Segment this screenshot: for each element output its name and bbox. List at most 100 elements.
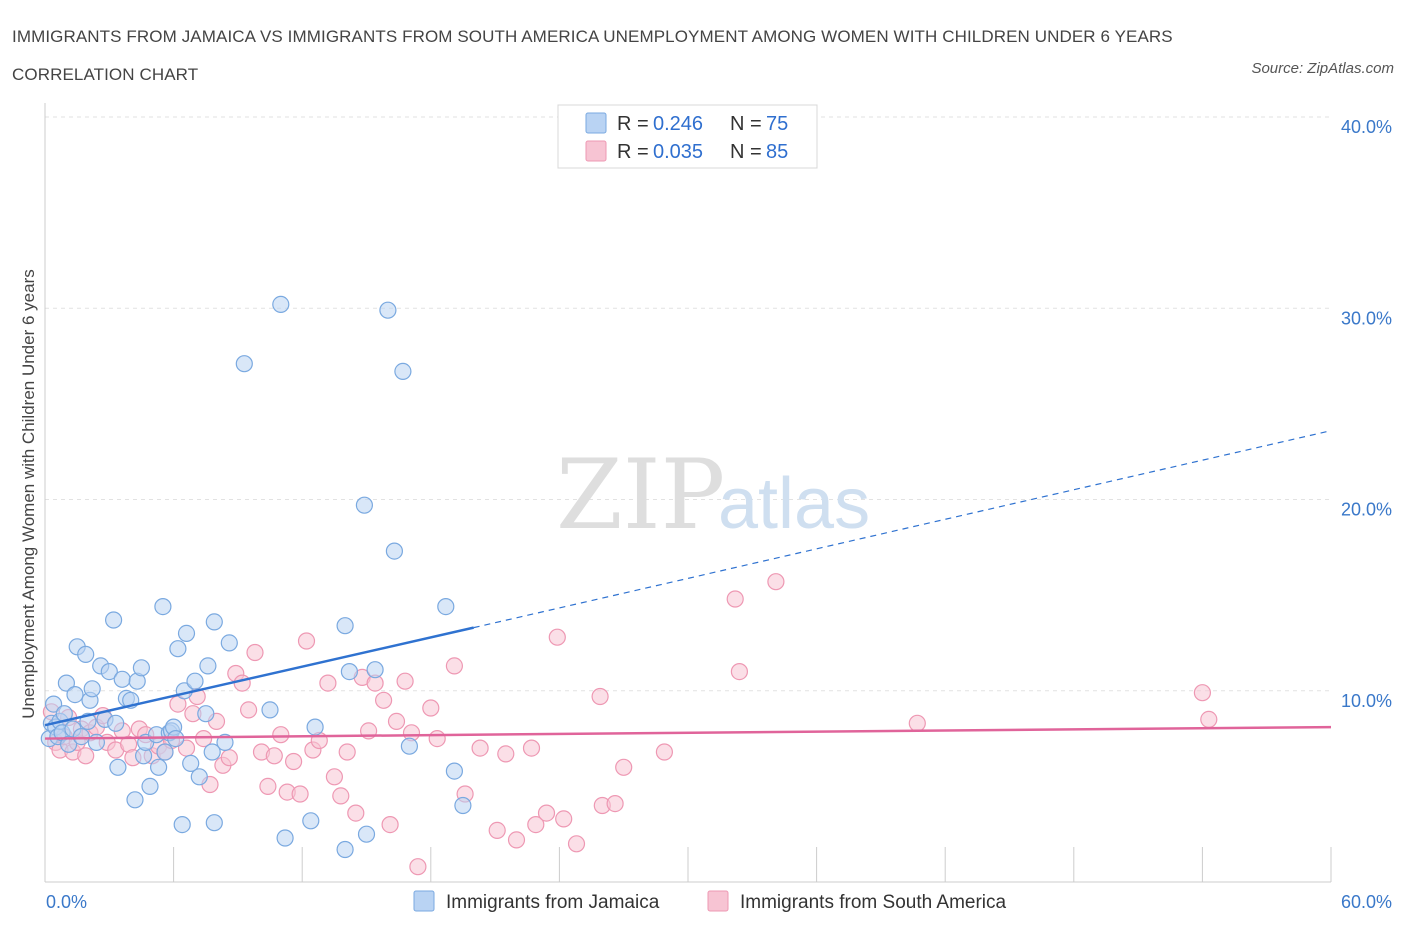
south-america-point xyxy=(471,739,489,757)
jamaica-point xyxy=(150,758,168,776)
jamaica-point xyxy=(216,733,234,752)
south-america-point xyxy=(537,804,556,822)
south-america-point xyxy=(409,858,427,876)
legend-n-label: N = xyxy=(730,113,762,135)
south-america-point xyxy=(422,699,440,717)
legend-n-value: 75 xyxy=(766,113,788,135)
jamaica-point xyxy=(190,768,208,786)
jamaica-point xyxy=(173,815,191,834)
bottom-legend: Immigrants from Jamaica Immigrants from … xyxy=(413,890,1007,913)
y-tick-label: 20.0% xyxy=(1341,500,1392,520)
axes xyxy=(44,103,1332,883)
south-america-point xyxy=(325,768,343,786)
jamaica-point xyxy=(379,301,397,319)
jamaica-point xyxy=(445,762,463,780)
jamaica-point xyxy=(156,743,174,761)
y-tick-label: 10.0% xyxy=(1341,691,1392,711)
y-tick-labels: 10.0% 20.0% 30.0% 40.0% xyxy=(1341,117,1392,711)
jamaica-point xyxy=(154,597,172,616)
jamaica-point xyxy=(141,777,159,796)
x-tick-labels: 0.0% 60.0% xyxy=(46,892,1392,912)
jamaica-point xyxy=(355,496,373,514)
chart-title: IMMIGRANTS FROM JAMAICA VS IMMIGRANTS FR… xyxy=(12,27,1173,84)
jamaica-point xyxy=(72,727,91,746)
watermark-zip: ZIP xyxy=(556,439,725,551)
jamaica-point xyxy=(235,355,253,373)
jamaica-point xyxy=(87,733,106,752)
south-america-point xyxy=(908,714,926,732)
jamaica-point xyxy=(394,362,412,380)
jamaica-point xyxy=(109,758,127,776)
south-america-point xyxy=(338,743,356,761)
y-tick-label: 30.0% xyxy=(1341,308,1392,328)
legend-r-value: 0.246 xyxy=(653,113,703,135)
jamaica-point xyxy=(437,597,455,616)
south-america-point xyxy=(730,662,749,681)
south-america-point xyxy=(655,743,674,761)
south-america-point xyxy=(220,749,238,767)
south-america-point xyxy=(381,815,399,834)
jamaica-point xyxy=(113,670,131,688)
jamaica-point xyxy=(336,617,354,635)
south-america-point xyxy=(77,747,95,765)
y-tick-label: 40.0% xyxy=(1341,117,1392,137)
south-america-point xyxy=(396,672,414,690)
source-label: Source: ZipAtlas.com xyxy=(1251,60,1394,77)
south-america-point xyxy=(555,810,573,828)
y-axis-label: Unemployment Among Women with Children U… xyxy=(19,269,38,718)
jamaica-trend-line xyxy=(44,626,474,727)
south-america-point xyxy=(606,794,624,813)
jamaica-point xyxy=(186,672,204,690)
jamaica-point xyxy=(199,657,217,675)
south-america-point xyxy=(285,752,303,771)
south-america-point xyxy=(1200,710,1218,729)
south-america-point xyxy=(195,729,213,748)
south-america-point xyxy=(259,777,277,796)
south-america-point xyxy=(272,726,290,744)
jamaica-point xyxy=(336,840,354,859)
south-america-point xyxy=(567,835,586,853)
bottom-legend-south-america: Immigrants from South America xyxy=(740,892,1007,913)
watermark-atlas: atlas xyxy=(718,464,870,544)
south-america-point xyxy=(347,804,365,822)
south-america-point xyxy=(527,815,545,834)
legend-r-label: R = xyxy=(617,113,649,135)
south-america-point xyxy=(445,657,463,675)
south-america-trend-line xyxy=(44,725,1332,740)
south-america-point xyxy=(332,787,350,805)
jamaica-trend-extension xyxy=(473,430,1332,629)
legend-n-label: N = xyxy=(730,141,762,163)
legend-n-value: 85 xyxy=(766,141,788,163)
grid-lines xyxy=(45,116,1331,692)
south-america-point xyxy=(375,691,393,709)
jamaica-point xyxy=(357,825,376,843)
jamaica-point xyxy=(454,796,472,815)
watermark: ZIP atlas xyxy=(556,439,870,551)
trend-lines xyxy=(44,430,1332,740)
jamaica-point xyxy=(66,685,84,704)
jamaica-point xyxy=(83,680,101,698)
legend-swatch-south-america xyxy=(585,140,607,162)
jamaica-point xyxy=(177,624,196,643)
south-america-point xyxy=(497,745,515,763)
south-america-point xyxy=(428,729,446,748)
jamaica-point xyxy=(107,714,125,732)
legend-swatch-jamaica xyxy=(585,112,607,134)
jamaica-point xyxy=(272,295,290,313)
bottom-legend-jamaica: Immigrants from Jamaica xyxy=(446,892,660,913)
legend-r-value: 0.035 xyxy=(653,141,703,163)
south-america-point xyxy=(233,674,251,692)
jamaica-point xyxy=(220,634,238,652)
x-tick-label: 60.0% xyxy=(1341,892,1392,912)
jamaica-point xyxy=(169,640,187,658)
x-tick-label: 0.0% xyxy=(46,892,87,912)
jamaica-point xyxy=(205,814,223,832)
bottom-legend-swatch-south-america xyxy=(707,890,729,912)
jamaica-point xyxy=(104,611,123,629)
south-america-point xyxy=(522,739,541,757)
jamaica-point xyxy=(100,662,118,681)
jamaica-point xyxy=(132,659,150,677)
legend-box: R = 0.246 N = 75 R = 0.035 N = 85 xyxy=(557,104,818,169)
south-america-point xyxy=(548,628,566,646)
